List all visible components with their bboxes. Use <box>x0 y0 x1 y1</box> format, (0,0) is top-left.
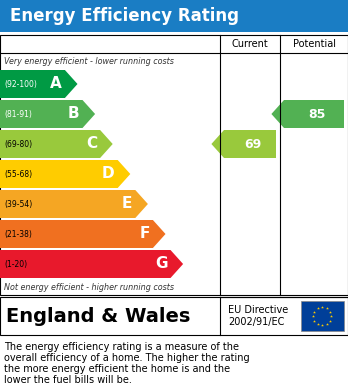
Bar <box>0 297 348 335</box>
Text: E: E <box>122 197 132 212</box>
Bar <box>301 301 344 331</box>
Text: G: G <box>155 256 167 271</box>
Polygon shape <box>0 250 183 278</box>
Text: 69: 69 <box>244 138 261 151</box>
Polygon shape <box>271 100 344 128</box>
Polygon shape <box>211 130 276 158</box>
Text: Energy Efficiency Rating: Energy Efficiency Rating <box>10 7 239 25</box>
Text: England & Wales: England & Wales <box>6 307 190 325</box>
Text: (1-20): (1-20) <box>4 260 27 269</box>
Text: 85: 85 <box>308 108 325 120</box>
Text: (55-68): (55-68) <box>4 170 32 179</box>
Text: Current: Current <box>232 39 268 49</box>
Text: A: A <box>50 77 62 91</box>
Bar <box>0 35 348 295</box>
Polygon shape <box>0 160 130 188</box>
Text: (21-38): (21-38) <box>4 230 32 239</box>
Text: (69-80): (69-80) <box>4 140 32 149</box>
Bar <box>0 0 348 32</box>
Text: Very energy efficient - lower running costs: Very energy efficient - lower running co… <box>4 57 174 66</box>
Polygon shape <box>0 70 78 98</box>
Text: lower the fuel bills will be.: lower the fuel bills will be. <box>4 375 132 385</box>
Text: the more energy efficient the home is and the: the more energy efficient the home is an… <box>4 364 230 374</box>
Polygon shape <box>0 190 148 218</box>
Text: (39-54): (39-54) <box>4 199 32 208</box>
Polygon shape <box>0 100 95 128</box>
Text: overall efficiency of a home. The higher the rating: overall efficiency of a home. The higher… <box>4 353 250 363</box>
Text: D: D <box>102 167 115 181</box>
Text: EU Directive
2002/91/EC: EU Directive 2002/91/EC <box>228 305 288 327</box>
Text: The energy efficiency rating is a measure of the: The energy efficiency rating is a measur… <box>4 342 239 352</box>
Polygon shape <box>0 130 113 158</box>
Text: C: C <box>86 136 97 151</box>
Text: The energy efficiency rating is a measure of the overall efficiency of a home. T: The energy efficiency rating is a measur… <box>0 390 1 391</box>
Text: B: B <box>68 106 79 122</box>
Polygon shape <box>0 220 166 248</box>
Text: (92-100): (92-100) <box>4 79 37 88</box>
Text: (81-91): (81-91) <box>4 109 32 118</box>
Text: Potential: Potential <box>293 39 335 49</box>
Text: F: F <box>140 226 150 242</box>
Text: Not energy efficient - higher running costs: Not energy efficient - higher running co… <box>4 283 174 292</box>
